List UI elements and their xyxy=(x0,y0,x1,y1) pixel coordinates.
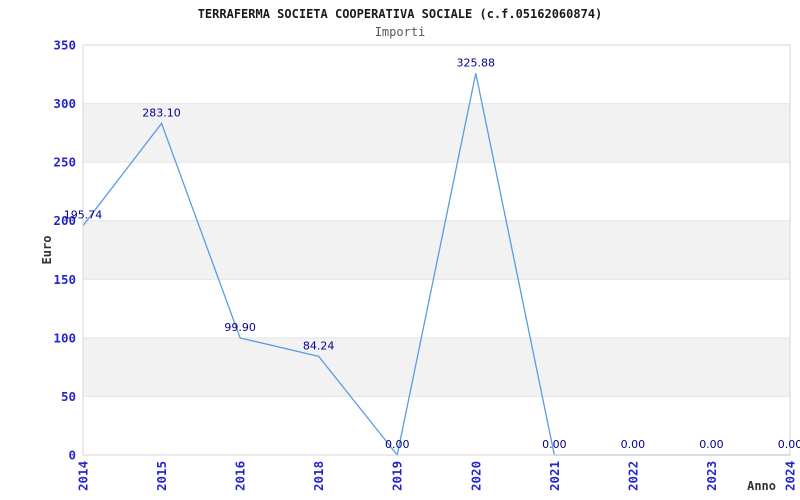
point-label: 0.00 xyxy=(621,438,646,451)
y-tick-label: 200 xyxy=(53,213,76,228)
x-tick-label: 2023 xyxy=(704,461,719,491)
plot-border xyxy=(82,44,791,456)
chart-title: TERRAFERMA SOCIETA COOPERATIVA SOCIALE (… xyxy=(197,7,603,21)
point-label: 283.10 xyxy=(142,106,181,119)
x-tick-label: 2024 xyxy=(783,461,798,491)
y-tick-label: 50 xyxy=(61,389,76,404)
y-tick-label: 350 xyxy=(53,38,76,53)
x-tick-label: 2019 xyxy=(390,461,405,491)
x-tick-label: 2014 xyxy=(76,461,91,491)
point-label: 0.00 xyxy=(778,438,800,451)
x-tick-label: 2022 xyxy=(625,461,640,491)
point-label: 84.24 xyxy=(303,339,335,352)
x-tick-label: 2015 xyxy=(154,461,169,491)
point-label: 0.00 xyxy=(542,438,567,451)
point-label: 325.88 xyxy=(457,56,496,69)
y-axis-title: Euro xyxy=(40,236,54,265)
x-axis-title: Anno xyxy=(747,479,776,493)
y-tick-label: 300 xyxy=(53,96,76,111)
x-tick-label: 2020 xyxy=(468,461,483,491)
point-label: 0.00 xyxy=(699,438,724,451)
grid-band xyxy=(83,220,790,280)
grid-band xyxy=(83,103,790,163)
x-tick-label: 2016 xyxy=(233,461,248,491)
point-label: 195.74 xyxy=(64,209,103,222)
chart-subtitle: Importi xyxy=(374,25,426,39)
x-tick-label: 2021 xyxy=(547,461,562,491)
point-label: 0.00 xyxy=(385,438,410,451)
x-tick-label: 2018 xyxy=(311,461,326,491)
y-tick-label: 0 xyxy=(68,448,76,463)
grid-band xyxy=(83,337,790,397)
point-label: 99.90 xyxy=(224,321,256,334)
y-tick-label: 100 xyxy=(53,330,76,345)
y-tick-label: 150 xyxy=(53,272,76,287)
y-tick-label: 250 xyxy=(53,155,76,170)
